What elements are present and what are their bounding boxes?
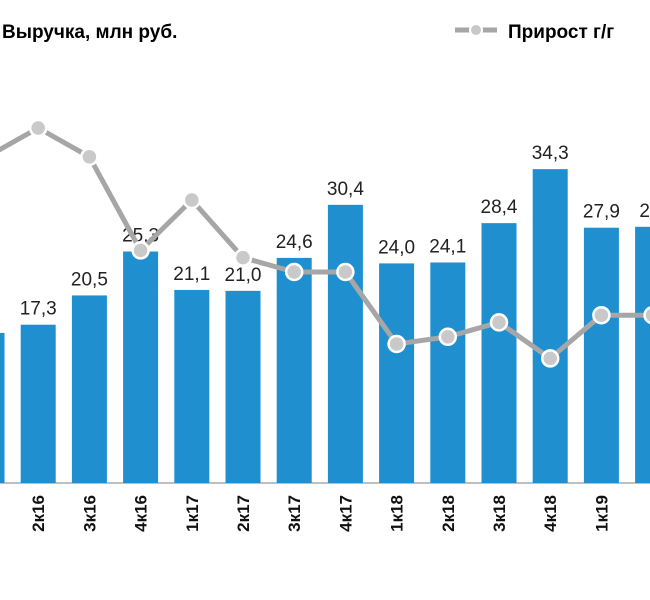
x-tick-label: 3к17 bbox=[285, 495, 304, 532]
bars-group bbox=[0, 169, 650, 484]
growth-line-group bbox=[0, 118, 650, 368]
revenue-data-label: 20,5 bbox=[71, 269, 108, 290]
legend: Выручка, млн руб. Прирост г/г bbox=[2, 22, 614, 43]
growth-point bbox=[489, 313, 509, 332]
x-tick-label: 1к18 bbox=[388, 495, 407, 532]
revenue-bar bbox=[123, 251, 159, 483]
growth-point bbox=[438, 327, 458, 347]
revenue-bar bbox=[481, 223, 517, 483]
revenue-bar bbox=[532, 169, 568, 483]
revenue-data-label: 17,3 bbox=[20, 299, 57, 320]
revenue-data-label: 24,6 bbox=[276, 232, 313, 253]
growth-point bbox=[284, 262, 304, 282]
x-tick-label: 3к16 bbox=[80, 495, 99, 532]
x-tick-label: 2к17 bbox=[234, 495, 253, 532]
revenue-bar bbox=[379, 263, 415, 483]
growth-point bbox=[592, 305, 611, 325]
x-tick-labels-group: 2к16 3к16 4к16 1к17 2к17 3к17 4к17 1к18 2к18 3к18… bbox=[29, 495, 611, 532]
growth-point bbox=[336, 262, 355, 282]
growth-point bbox=[643, 306, 650, 325]
revenue-data-label: 24,0 bbox=[378, 237, 415, 258]
revenue-bar bbox=[327, 204, 363, 483]
x-tick-label: 4к16 bbox=[132, 495, 151, 532]
revenue-bar bbox=[20, 324, 56, 483]
revenue-data-label: 21,1 bbox=[173, 264, 210, 285]
revenue-data-label: 27,9 bbox=[583, 202, 620, 223]
revenue-data-label: 28, bbox=[639, 201, 650, 222]
revenue-bar bbox=[276, 257, 312, 483]
growth-point bbox=[28, 118, 48, 138]
growth-point bbox=[131, 241, 150, 260]
revenue-bar bbox=[635, 226, 650, 484]
revenue-data-label: 30,4 bbox=[327, 179, 364, 200]
legend-line-marker bbox=[469, 23, 483, 37]
x-tick-label: 4к18 bbox=[541, 495, 560, 532]
growth-point bbox=[233, 248, 253, 267]
x-tick-label: 1к17 bbox=[183, 495, 202, 532]
x-tick-label: 3к18 bbox=[490, 495, 509, 532]
growth-point bbox=[387, 334, 406, 354]
revenue-data-label: 28,4 bbox=[481, 197, 518, 218]
bar-labels-group: 417,320,525,321,121,024,630,424,024,128,… bbox=[20, 143, 650, 320]
revenue-data-label: 24,1 bbox=[429, 236, 466, 257]
revenue-bar bbox=[225, 290, 261, 483]
legend-line-label: Прирост г/г bbox=[508, 22, 614, 43]
revenue-data-label: 34,3 bbox=[532, 143, 569, 164]
x-tick-label: 2к18 bbox=[439, 495, 458, 532]
revenue-bar bbox=[71, 295, 107, 483]
growth-point bbox=[182, 190, 202, 210]
growth-point bbox=[540, 349, 560, 368]
growth-point bbox=[80, 147, 99, 167]
x-tick-label: 2к16 bbox=[29, 495, 48, 532]
revenue-bar bbox=[430, 262, 466, 483]
x-tick-label: 4к17 bbox=[336, 495, 355, 532]
growth-line bbox=[0, 125, 650, 361]
revenue-bar bbox=[0, 332, 5, 483]
revenue-bar bbox=[174, 289, 210, 483]
revenue-data-label: 21,0 bbox=[225, 265, 262, 286]
legend-bar-label: Выручка, млн руб. bbox=[2, 22, 177, 43]
x-tick-label: 1к19 bbox=[592, 495, 611, 532]
revenue-bar bbox=[583, 227, 619, 483]
